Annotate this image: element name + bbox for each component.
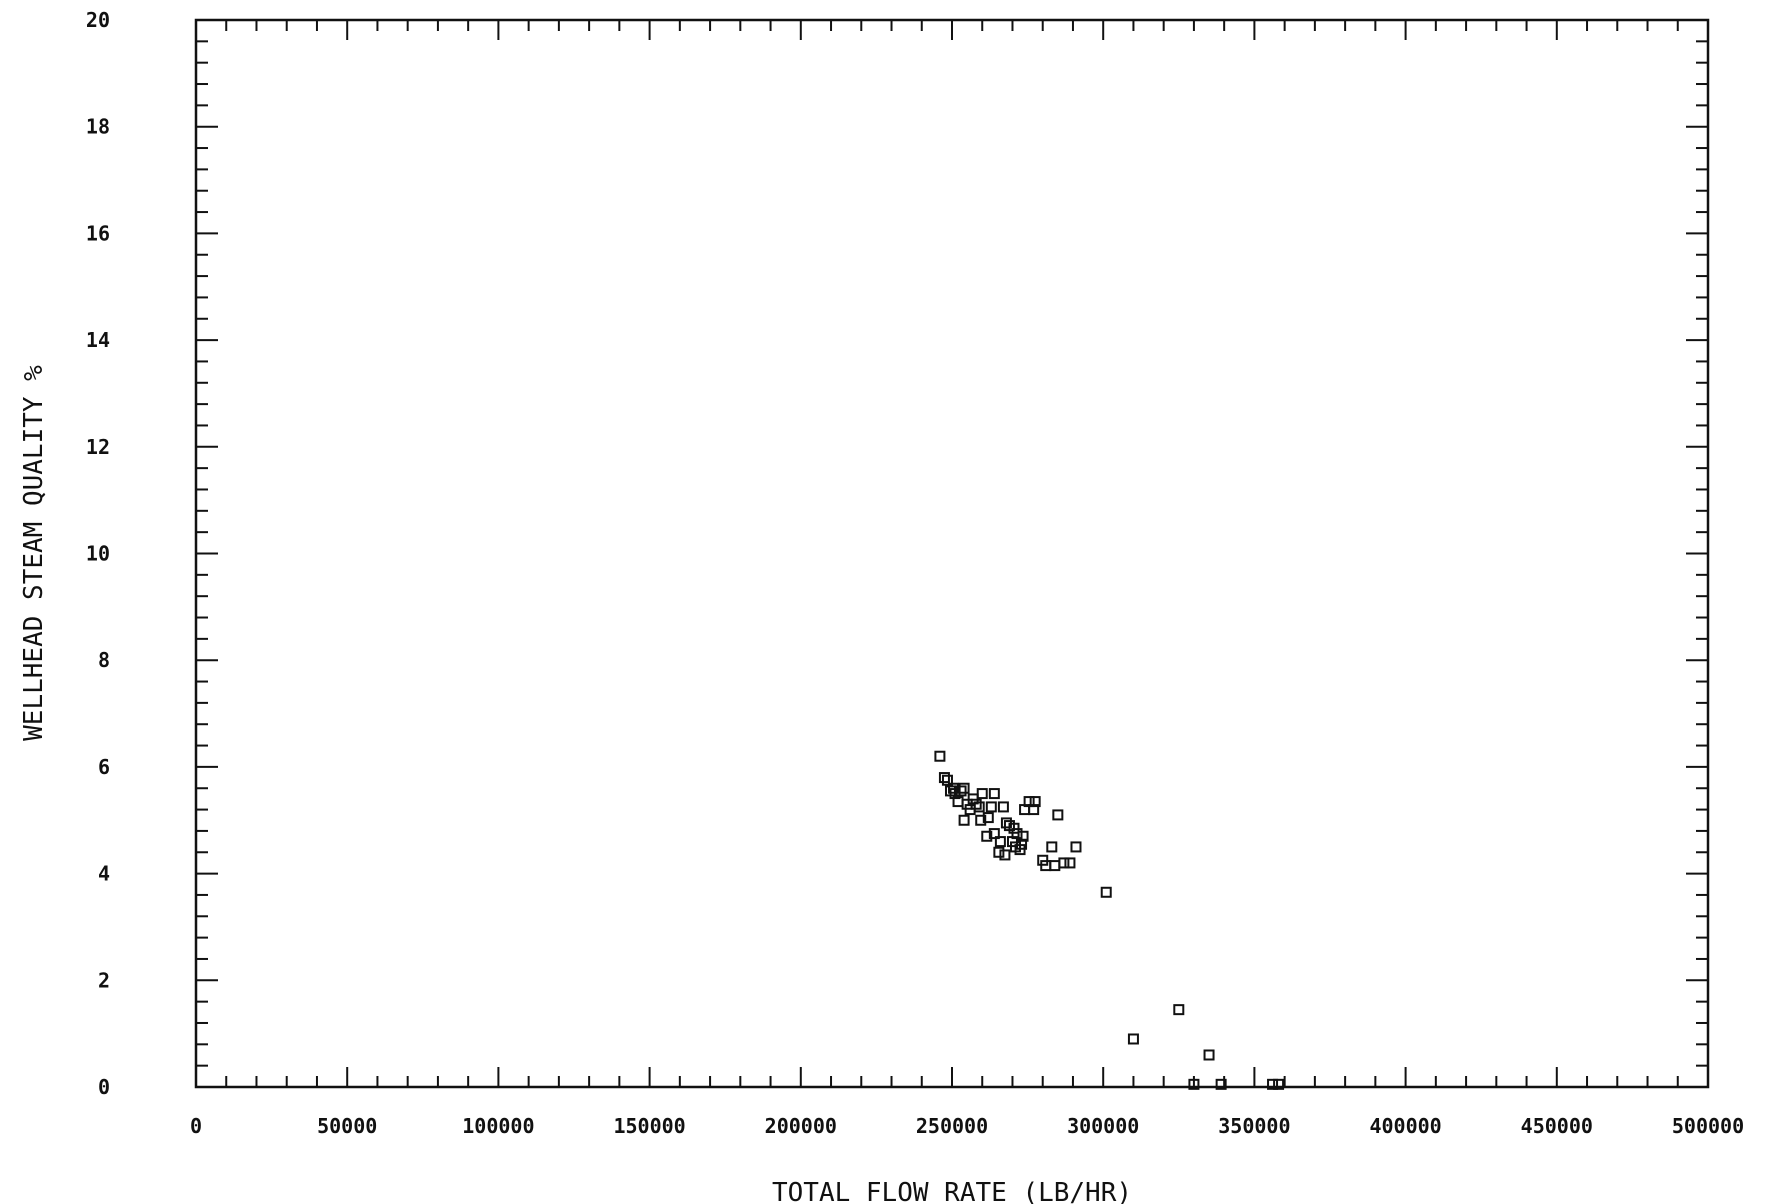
data-point xyxy=(988,828,1000,840)
data-point xyxy=(958,814,970,826)
data-point xyxy=(1203,1049,1215,1061)
x-tick-label: 50000 xyxy=(317,1114,377,1138)
data-point xyxy=(955,785,967,797)
y-axis-title: WELLHEAD STEAM QUALITY % xyxy=(19,365,49,741)
x-tick-label: 400000 xyxy=(1369,1114,1441,1138)
data-point xyxy=(1127,1033,1139,1045)
data-point xyxy=(1267,1078,1279,1090)
data-point xyxy=(997,801,1009,813)
data-point xyxy=(1049,860,1061,872)
x-tick-label: 500000 xyxy=(1672,1114,1744,1138)
data-point xyxy=(1064,857,1076,869)
data-point xyxy=(981,830,993,842)
y-tick-label: 4 xyxy=(98,862,110,886)
data-point xyxy=(1273,1078,1285,1090)
data-point xyxy=(1011,828,1023,840)
x-axis-title: TOTAL FLOW RATE (LB/HR) xyxy=(772,1178,1132,1204)
data-point xyxy=(1052,809,1064,821)
x-tick-label: 350000 xyxy=(1218,1114,1290,1138)
data-point xyxy=(1215,1078,1227,1090)
y-tick-label: 2 xyxy=(98,968,110,992)
x-tick-label: 300000 xyxy=(1067,1114,1139,1138)
data-point xyxy=(958,782,970,794)
data-point xyxy=(938,772,950,784)
y-tick-label: 16 xyxy=(86,221,110,245)
y-tick-label: 6 xyxy=(98,755,110,779)
y-tick-label: 8 xyxy=(98,648,110,672)
data-point xyxy=(1188,1078,1200,1090)
data-point xyxy=(993,846,1005,858)
y-tick-label: 10 xyxy=(86,542,110,566)
data-point xyxy=(1070,841,1082,853)
data-point xyxy=(970,798,982,810)
y-tick-label: 0 xyxy=(98,1075,110,1099)
y-tick-label: 18 xyxy=(86,115,110,139)
y-tick-label: 12 xyxy=(86,435,110,459)
data-point xyxy=(1046,841,1058,853)
y-tick-label: 20 xyxy=(86,8,110,32)
data-point xyxy=(976,788,988,800)
data-point xyxy=(982,812,994,824)
x-tick-label: 250000 xyxy=(916,1114,988,1138)
x-tick-labels: 0 50000 100000 150000 200000 250000 300000 3500… xyxy=(190,1114,1744,1138)
data-point xyxy=(1173,1004,1185,1016)
data-point xyxy=(994,836,1006,848)
x-tick-label: 200000 xyxy=(765,1114,837,1138)
data-point xyxy=(1017,830,1029,842)
y-tick-label: 14 xyxy=(86,328,110,352)
data-point xyxy=(973,801,985,813)
x-tick-label: 150000 xyxy=(613,1114,685,1138)
data-point xyxy=(1058,857,1070,869)
x-tick-label: 450000 xyxy=(1521,1114,1593,1138)
data-point xyxy=(934,750,946,762)
axis-ticks xyxy=(195,19,1709,1088)
data-point xyxy=(941,774,953,786)
data-points xyxy=(934,750,1285,1090)
y-tick-labels: 0 2 4 6 8 10 12 14 16 18 20 xyxy=(86,8,110,1099)
x-tick-label: 0 xyxy=(190,1114,202,1138)
data-point xyxy=(1029,796,1041,808)
data-point xyxy=(999,849,1011,861)
data-point xyxy=(985,801,997,813)
data-point xyxy=(975,814,987,826)
x-tick-label: 100000 xyxy=(462,1114,534,1138)
data-point xyxy=(1100,886,1112,898)
plot-frame xyxy=(194,18,1710,1089)
data-point xyxy=(988,788,1000,800)
